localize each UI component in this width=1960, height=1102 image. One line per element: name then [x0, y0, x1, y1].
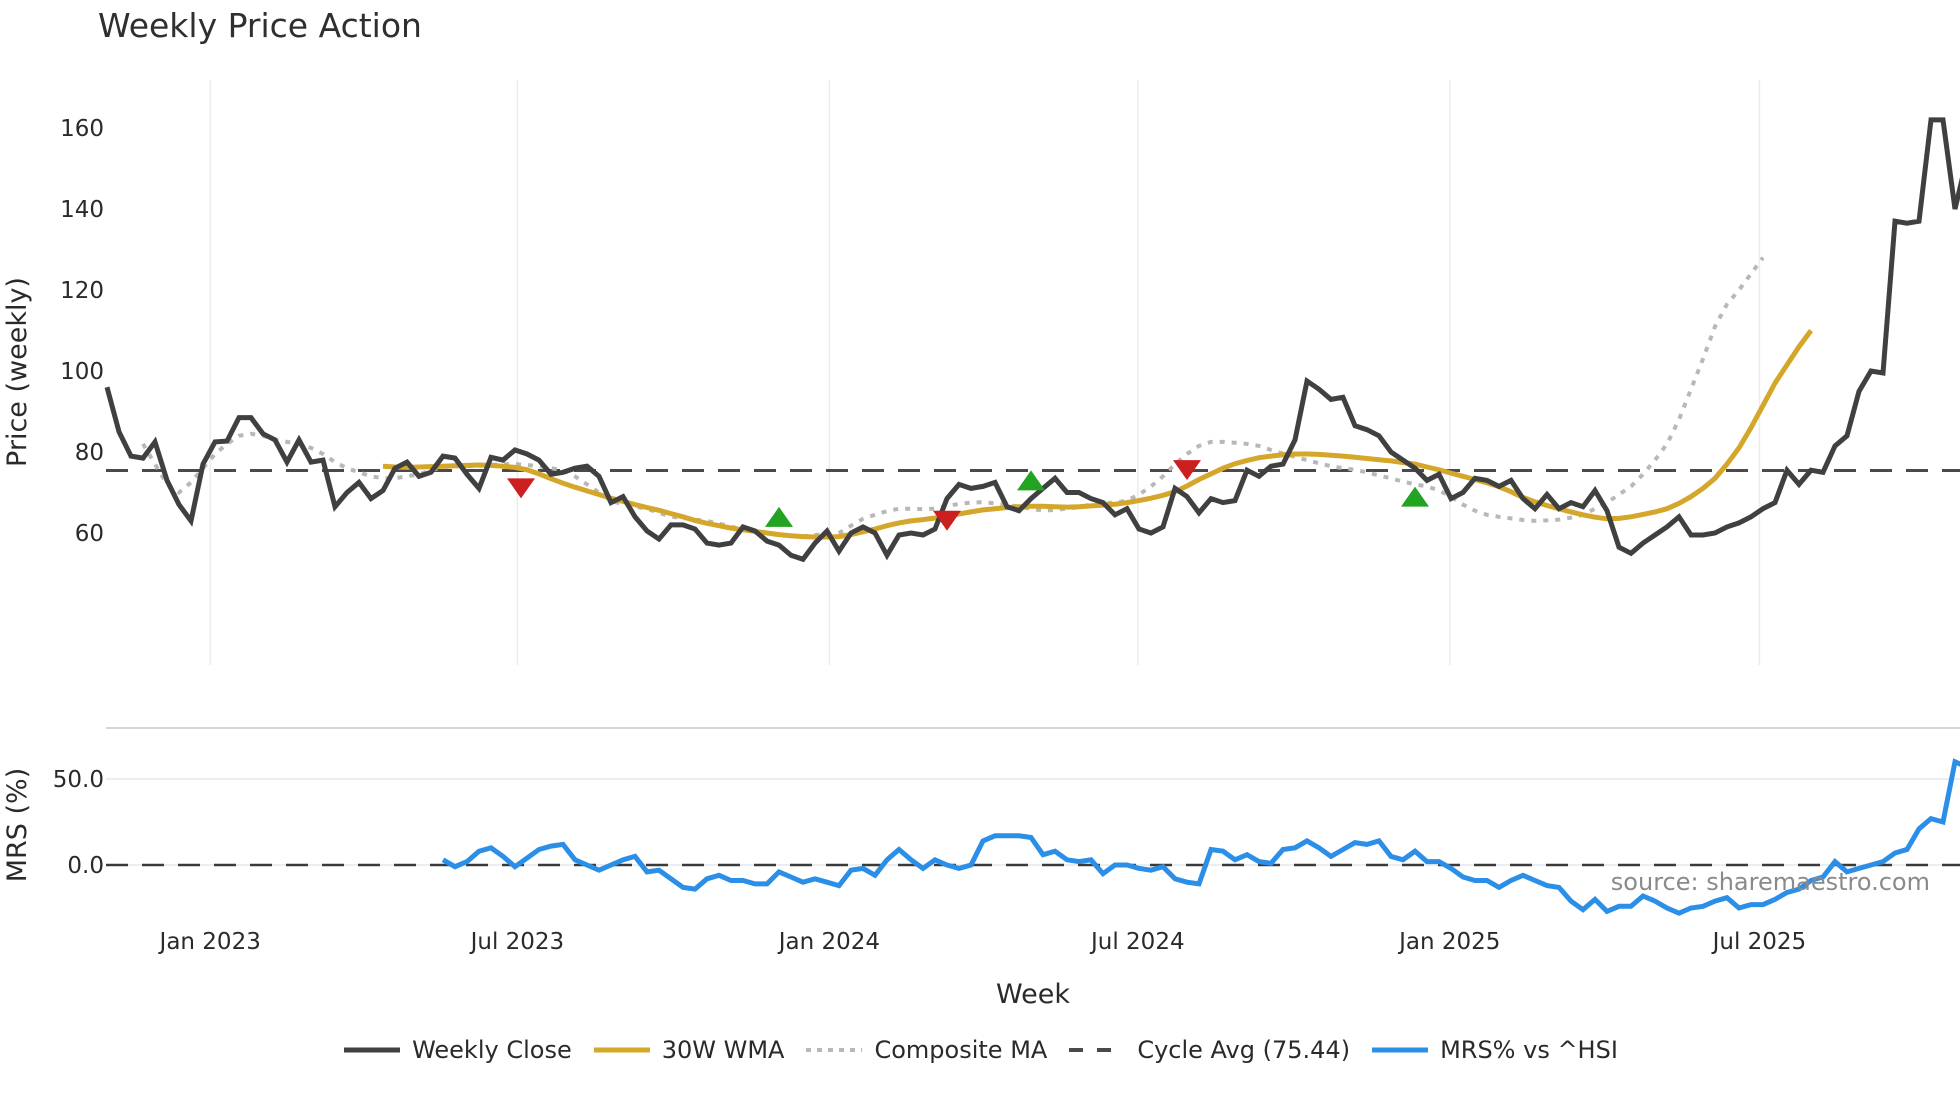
source-watermark: source: sharemaestro.com [1611, 868, 1930, 896]
gridlines [106, 80, 1960, 866]
x-tick-label: Jan 2023 [158, 929, 261, 955]
price-y-tick-label: 80 [75, 440, 104, 466]
x-tick-label: Jan 2024 [777, 929, 880, 955]
legend-item-mrs[interactable]: MRS% vs ^HSI [1370, 1036, 1618, 1064]
30w-wma-line[interactable] [382, 329, 1814, 540]
legend-swatch-solid-blue-icon [1372, 1047, 1429, 1053]
mrs-y-tick-label: 50.0 [53, 767, 104, 793]
legend-swatch-dashed-gray-icon [1069, 1048, 1126, 1052]
x-tick-label: Jul 2023 [469, 929, 565, 955]
legend-label: 30W WMA [661, 1036, 785, 1064]
weekly-close-line[interactable] [104, 108, 1960, 563]
x-axis-title: Week [996, 979, 1070, 1010]
legend-item-30w-wma[interactable]: 30W WMA [592, 1036, 785, 1064]
x-tick-label: Jul 2024 [1089, 929, 1185, 955]
sell-signal-triangle-down-icon[interactable] [1173, 460, 1201, 481]
mrs-y-axis-title: MRS (%) [2, 768, 33, 883]
sell-signal-triangle-down-icon[interactable] [933, 510, 961, 531]
composite-ma-line[interactable] [141, 256, 1765, 539]
legend: Weekly Close 30W WMA Composite MA Cycle … [0, 1036, 1960, 1064]
price-y-tick-label: 160 [60, 116, 104, 142]
legend-label: Cycle Avg (75.44) [1137, 1036, 1351, 1064]
legend-item-composite-ma[interactable]: Composite MA [804, 1036, 1047, 1064]
legend-swatch-solid-dark-icon [344, 1047, 401, 1053]
price-y-tick-label: 140 [60, 197, 104, 223]
price-panel[interactable] [104, 108, 1960, 563]
buy-signal-triangle-up-icon[interactable] [1401, 486, 1429, 507]
mrs-y-tick-label: 0.0 [67, 853, 104, 879]
axes: Jan 2023 Jul 2023 Jan 2024 Jul 2024 Jan 2025… [2, 116, 1806, 1010]
mrs-panel[interactable] [106, 738, 1960, 916]
legend-item-cycle-avg[interactable]: Cycle Avg (75.44) [1067, 1036, 1350, 1064]
mrs-line[interactable] [441, 738, 1960, 916]
x-tick-label: Jan 2025 [1397, 929, 1500, 955]
legend-swatch-dotted-gray-icon [806, 1048, 863, 1052]
sell-signal-triangle-down-icon[interactable] [507, 478, 535, 499]
legend-item-weekly-close[interactable]: Weekly Close [342, 1036, 572, 1064]
legend-label: MRS% vs ^HSI [1440, 1036, 1618, 1064]
buy-signal-triangle-up-icon[interactable] [1017, 470, 1045, 491]
legend-label: Composite MA [874, 1036, 1048, 1064]
legend-swatch-solid-gold-icon [593, 1047, 650, 1053]
legend-label: Weekly Close [412, 1036, 572, 1064]
price-y-tick-label: 100 [60, 359, 104, 385]
price-y-tick-label: 120 [60, 278, 104, 304]
price-y-axis-title: Price (weekly) [2, 277, 33, 467]
price-y-tick-label: 60 [75, 521, 104, 547]
buy-signal-triangle-up-icon[interactable] [765, 506, 793, 527]
chart-title: Weekly Price Action [98, 6, 422, 45]
x-tick-label: Jul 2025 [1711, 929, 1807, 955]
